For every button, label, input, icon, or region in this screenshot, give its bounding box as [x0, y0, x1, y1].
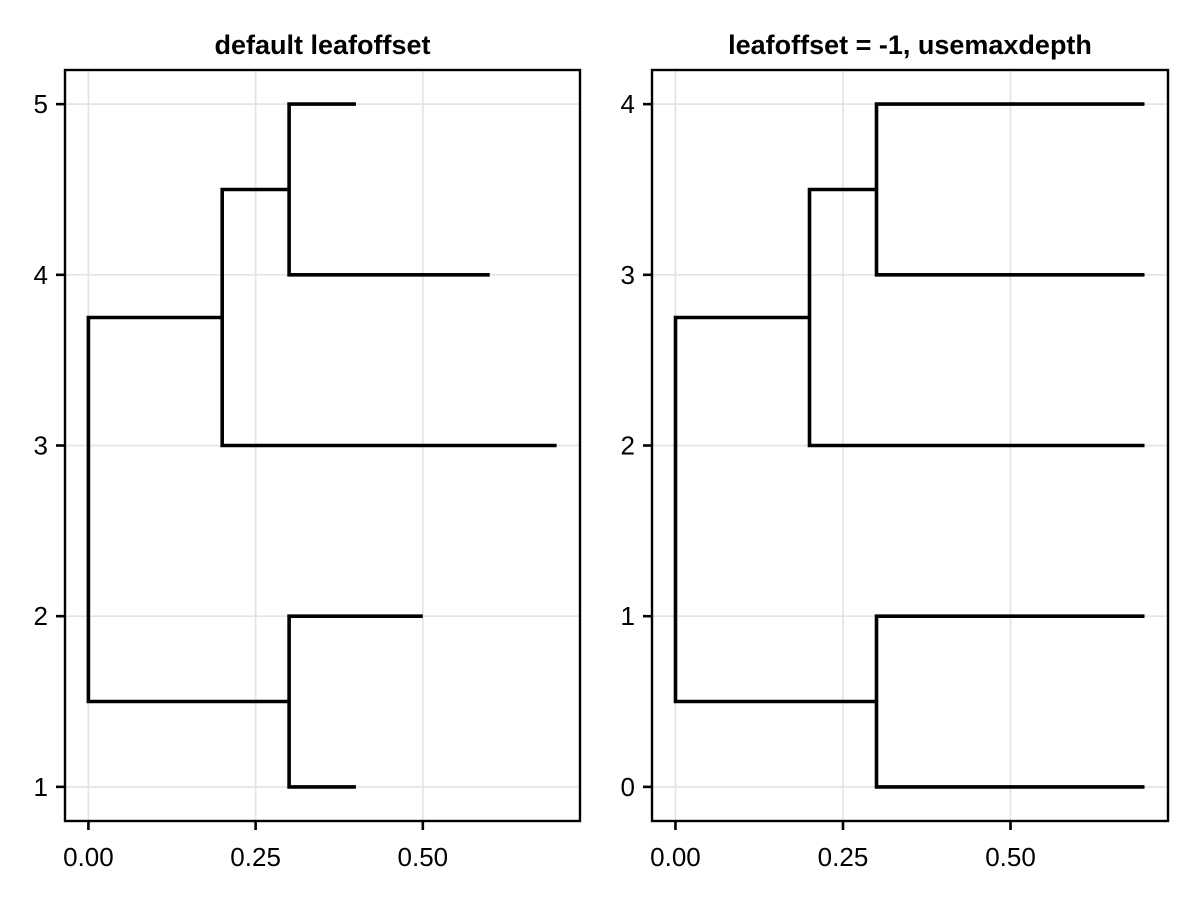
y-tick-label: 2 [621, 431, 635, 461]
y-tick-label: 3 [34, 431, 48, 461]
x-tick-label: 0.25 [818, 842, 869, 872]
x-tick-label: 0.50 [985, 842, 1036, 872]
dendrogram-branch [874, 614, 1145, 789]
dendrogram-panel-left: 0.00 0.25 0.50 5 4 3 2 1 [34, 68, 582, 872]
y-tick-label: 4 [621, 89, 635, 119]
y-tick-label: 0 [621, 772, 635, 802]
dendrogram-branch [287, 614, 423, 789]
x-tick-label: 0.50 [398, 842, 449, 872]
x-tick-label: 0.25 [230, 842, 281, 872]
right-panel-title: leafoffset = -1, usemaxdepth [728, 30, 1092, 60]
y-tick-label: 3 [621, 260, 635, 290]
y-tick-label: 4 [34, 260, 48, 290]
y-tick-label: 2 [34, 601, 48, 631]
dendrogram-branch [86, 315, 290, 704]
dendrogram-panel-right: 0.00 0.25 0.50 4 3 2 1 0 [621, 68, 1170, 872]
x-tick-label: 0.00 [63, 842, 114, 872]
left-panel-title: default leafoffset [214, 30, 430, 60]
y-tick-label: 5 [34, 89, 48, 119]
x-tick-label: 0.00 [650, 842, 701, 872]
dendrogram-branch [673, 315, 877, 704]
y-tick-label: 1 [34, 772, 48, 802]
y-tick-label: 1 [621, 601, 635, 631]
